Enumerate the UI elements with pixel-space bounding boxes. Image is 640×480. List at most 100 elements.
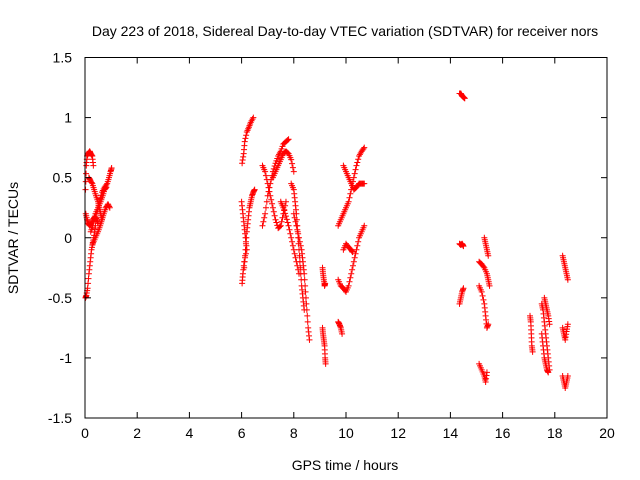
data-point [241, 258, 248, 265]
data-point [276, 223, 283, 230]
data-point [339, 330, 346, 337]
x-tick-label: 18 [547, 425, 563, 441]
data-point [95, 202, 102, 209]
data-point [361, 144, 368, 151]
data-point [485, 252, 492, 259]
data-point [91, 214, 98, 221]
data-point [284, 137, 291, 144]
data-point [346, 278, 353, 285]
data-point [546, 321, 553, 328]
data-point [290, 210, 297, 217]
data-point [304, 312, 311, 319]
data-point [354, 242, 361, 249]
data-point [260, 218, 267, 225]
series-arc-06b [239, 114, 257, 167]
data-point [282, 198, 289, 205]
data-point [294, 226, 301, 233]
series-arc-09a [319, 264, 329, 289]
series-arc-18b [559, 321, 571, 343]
data-point [273, 219, 280, 226]
data-point [239, 157, 246, 164]
data-point [242, 135, 249, 142]
data-point [306, 336, 313, 343]
series-arc-10c [340, 162, 368, 193]
data-point [301, 276, 308, 283]
series-arc-10b [335, 144, 368, 229]
data-point [106, 204, 113, 211]
data-point [545, 369, 552, 376]
data-point [90, 218, 97, 225]
data-point [278, 218, 285, 225]
data-point [564, 276, 571, 283]
data-point [353, 162, 360, 169]
series-arc-17d [541, 294, 553, 328]
data-point [271, 212, 278, 219]
data-point [302, 294, 309, 301]
data-point [296, 238, 303, 245]
data-point [360, 145, 367, 152]
series-arc-17c [538, 330, 552, 376]
x-tick-label: 12 [390, 425, 406, 441]
data-point [263, 176, 270, 183]
data-point [529, 348, 536, 355]
y-tick-label: -1 [60, 350, 73, 366]
data-point [291, 250, 298, 257]
data-point [88, 152, 95, 159]
data-point [480, 263, 487, 270]
data-point [289, 164, 296, 171]
data-point [290, 246, 297, 253]
data-point [97, 195, 104, 202]
data-point [355, 156, 362, 163]
y-tick-label: 1.5 [53, 50, 73, 66]
data-point [564, 321, 571, 328]
data-point [250, 114, 257, 121]
data-point [302, 288, 309, 295]
data-point [350, 174, 357, 181]
data-point [277, 222, 284, 229]
data-point [90, 162, 97, 169]
data-point [282, 210, 289, 217]
y-tick-label: -1.5 [48, 410, 72, 426]
data-point [286, 226, 293, 233]
data-point [564, 372, 571, 379]
data-point [280, 204, 287, 211]
series-arc-08b [290, 210, 313, 343]
data-points [82, 90, 571, 391]
data-point [347, 274, 354, 281]
data-point [345, 198, 352, 205]
series-arc-07d [277, 198, 303, 277]
data-point [291, 214, 298, 221]
data-point [261, 214, 268, 221]
data-point [322, 280, 329, 287]
data-point [242, 252, 249, 259]
data-point [292, 254, 299, 261]
data-point [297, 242, 304, 249]
data-point [289, 160, 296, 167]
data-point [351, 170, 358, 177]
series-arc-06c [241, 186, 258, 271]
data-point [82, 186, 89, 193]
data-point [289, 238, 296, 245]
data-point [281, 207, 288, 214]
data-point [96, 198, 103, 205]
data-point [268, 196, 275, 203]
data-point [460, 243, 467, 250]
data-point [288, 156, 295, 163]
data-point [285, 222, 292, 229]
data-point [265, 184, 272, 191]
data-point [485, 321, 492, 328]
data-point [349, 266, 356, 273]
data-point [106, 203, 113, 210]
data-point [349, 262, 356, 269]
data-point [239, 280, 246, 287]
series-arc-08a [288, 180, 308, 313]
data-point [267, 192, 274, 199]
series-arc-09c [335, 318, 346, 337]
data-point [94, 206, 101, 213]
plot-frame [84, 57, 608, 419]
series-arc-10d [340, 240, 356, 256]
data-point [461, 95, 468, 102]
data-point [263, 198, 270, 205]
data-point [88, 179, 95, 186]
data-point [266, 188, 273, 195]
